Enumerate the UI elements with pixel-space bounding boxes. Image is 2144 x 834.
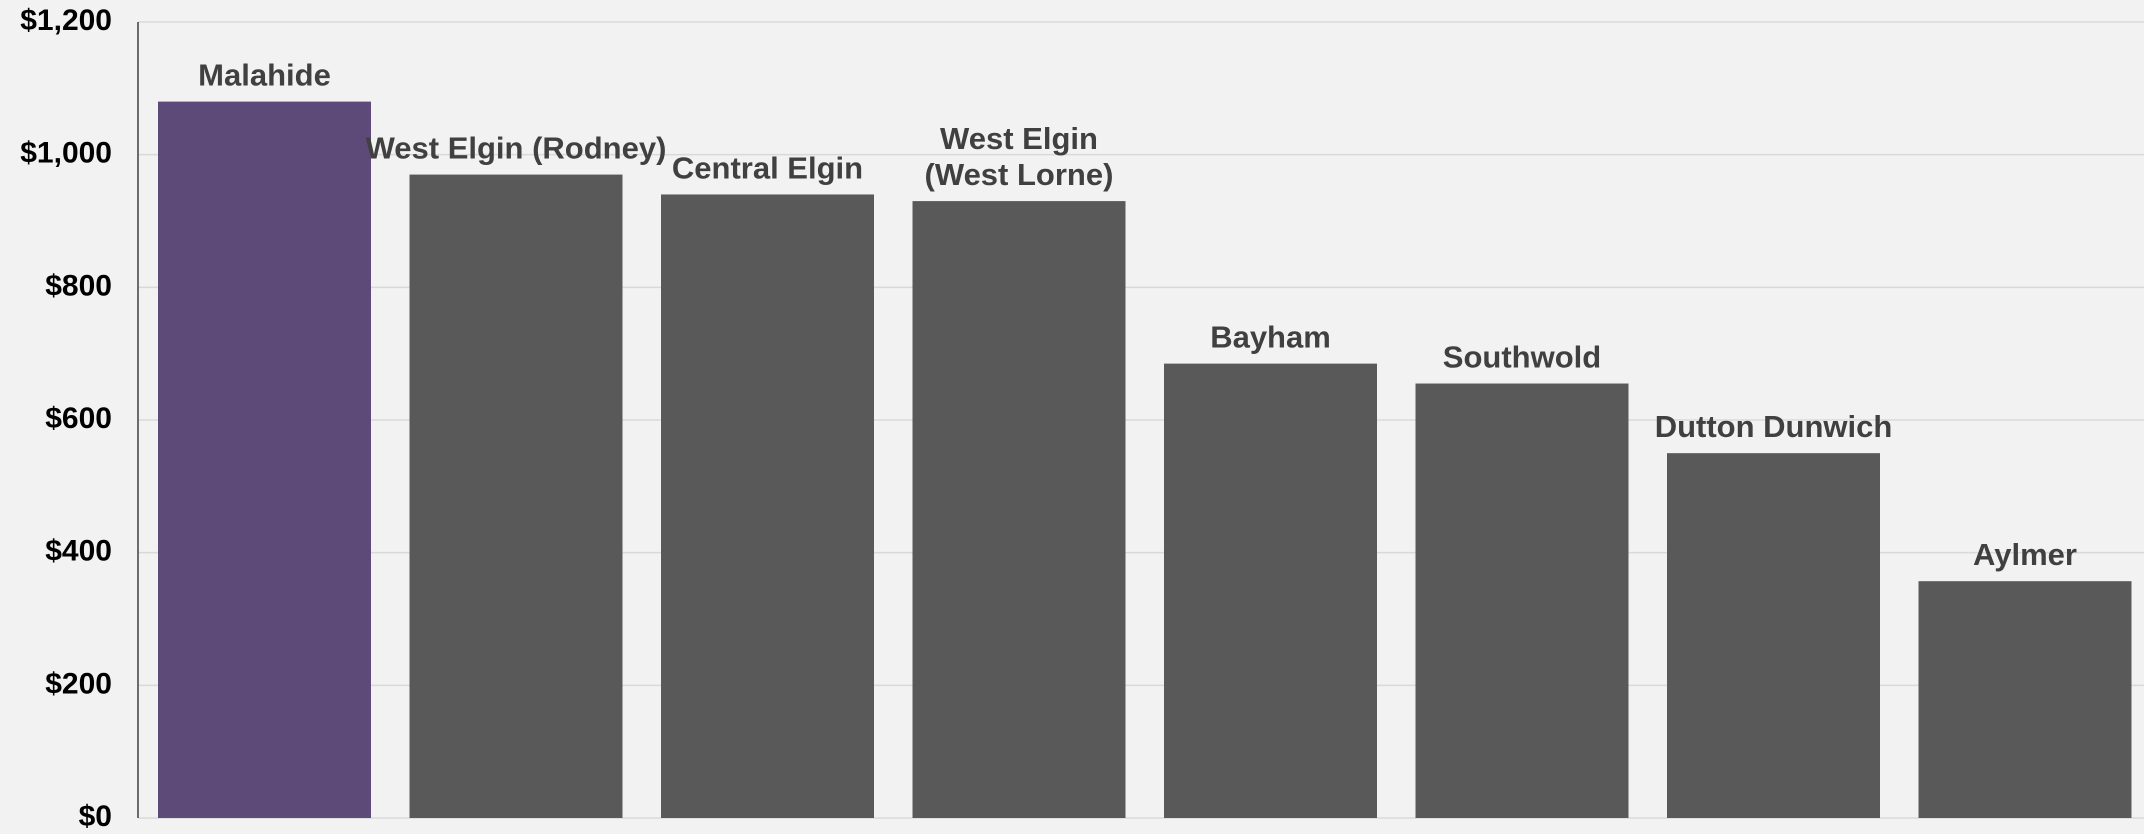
bar xyxy=(661,194,874,818)
bar-label: West Elgin xyxy=(940,121,1098,156)
bar xyxy=(1667,453,1880,818)
y-tick-label: $1,200 xyxy=(20,4,112,37)
bar-label: Aylmer xyxy=(1973,537,2077,572)
bar-label: Bayham xyxy=(1210,320,1331,355)
y-axis-ticks: $0 $200 $400 $600 $800 $1,000 $1,200 xyxy=(20,4,112,833)
bar xyxy=(912,201,1126,819)
y-tick-label: $200 xyxy=(45,667,112,700)
bar xyxy=(1415,383,1629,818)
bar xyxy=(158,101,371,819)
bar-label: Southwold xyxy=(1443,340,1601,375)
y-tick-label: $0 xyxy=(79,800,112,833)
data-labels: Malahide West Elgin (Rodney)Central Elgin… xyxy=(198,58,2077,573)
bars xyxy=(158,101,2132,819)
y-tick-label: $1,000 xyxy=(20,137,112,170)
y-tick-label: $800 xyxy=(45,269,112,302)
bar xyxy=(1164,363,1377,818)
bar-label: West Elgin (Rodney) xyxy=(366,131,667,166)
bar xyxy=(409,174,623,819)
bar xyxy=(1918,581,2132,818)
bar-label: Central Elgin xyxy=(672,150,863,185)
bar-label: Malahide xyxy=(198,58,331,93)
y-tick-label: $400 xyxy=(45,535,112,568)
bar-label: (West Lorne) xyxy=(925,157,1114,192)
y-tick-label: $600 xyxy=(45,402,112,435)
bar-label: Dutton Dunwich xyxy=(1655,409,1893,444)
